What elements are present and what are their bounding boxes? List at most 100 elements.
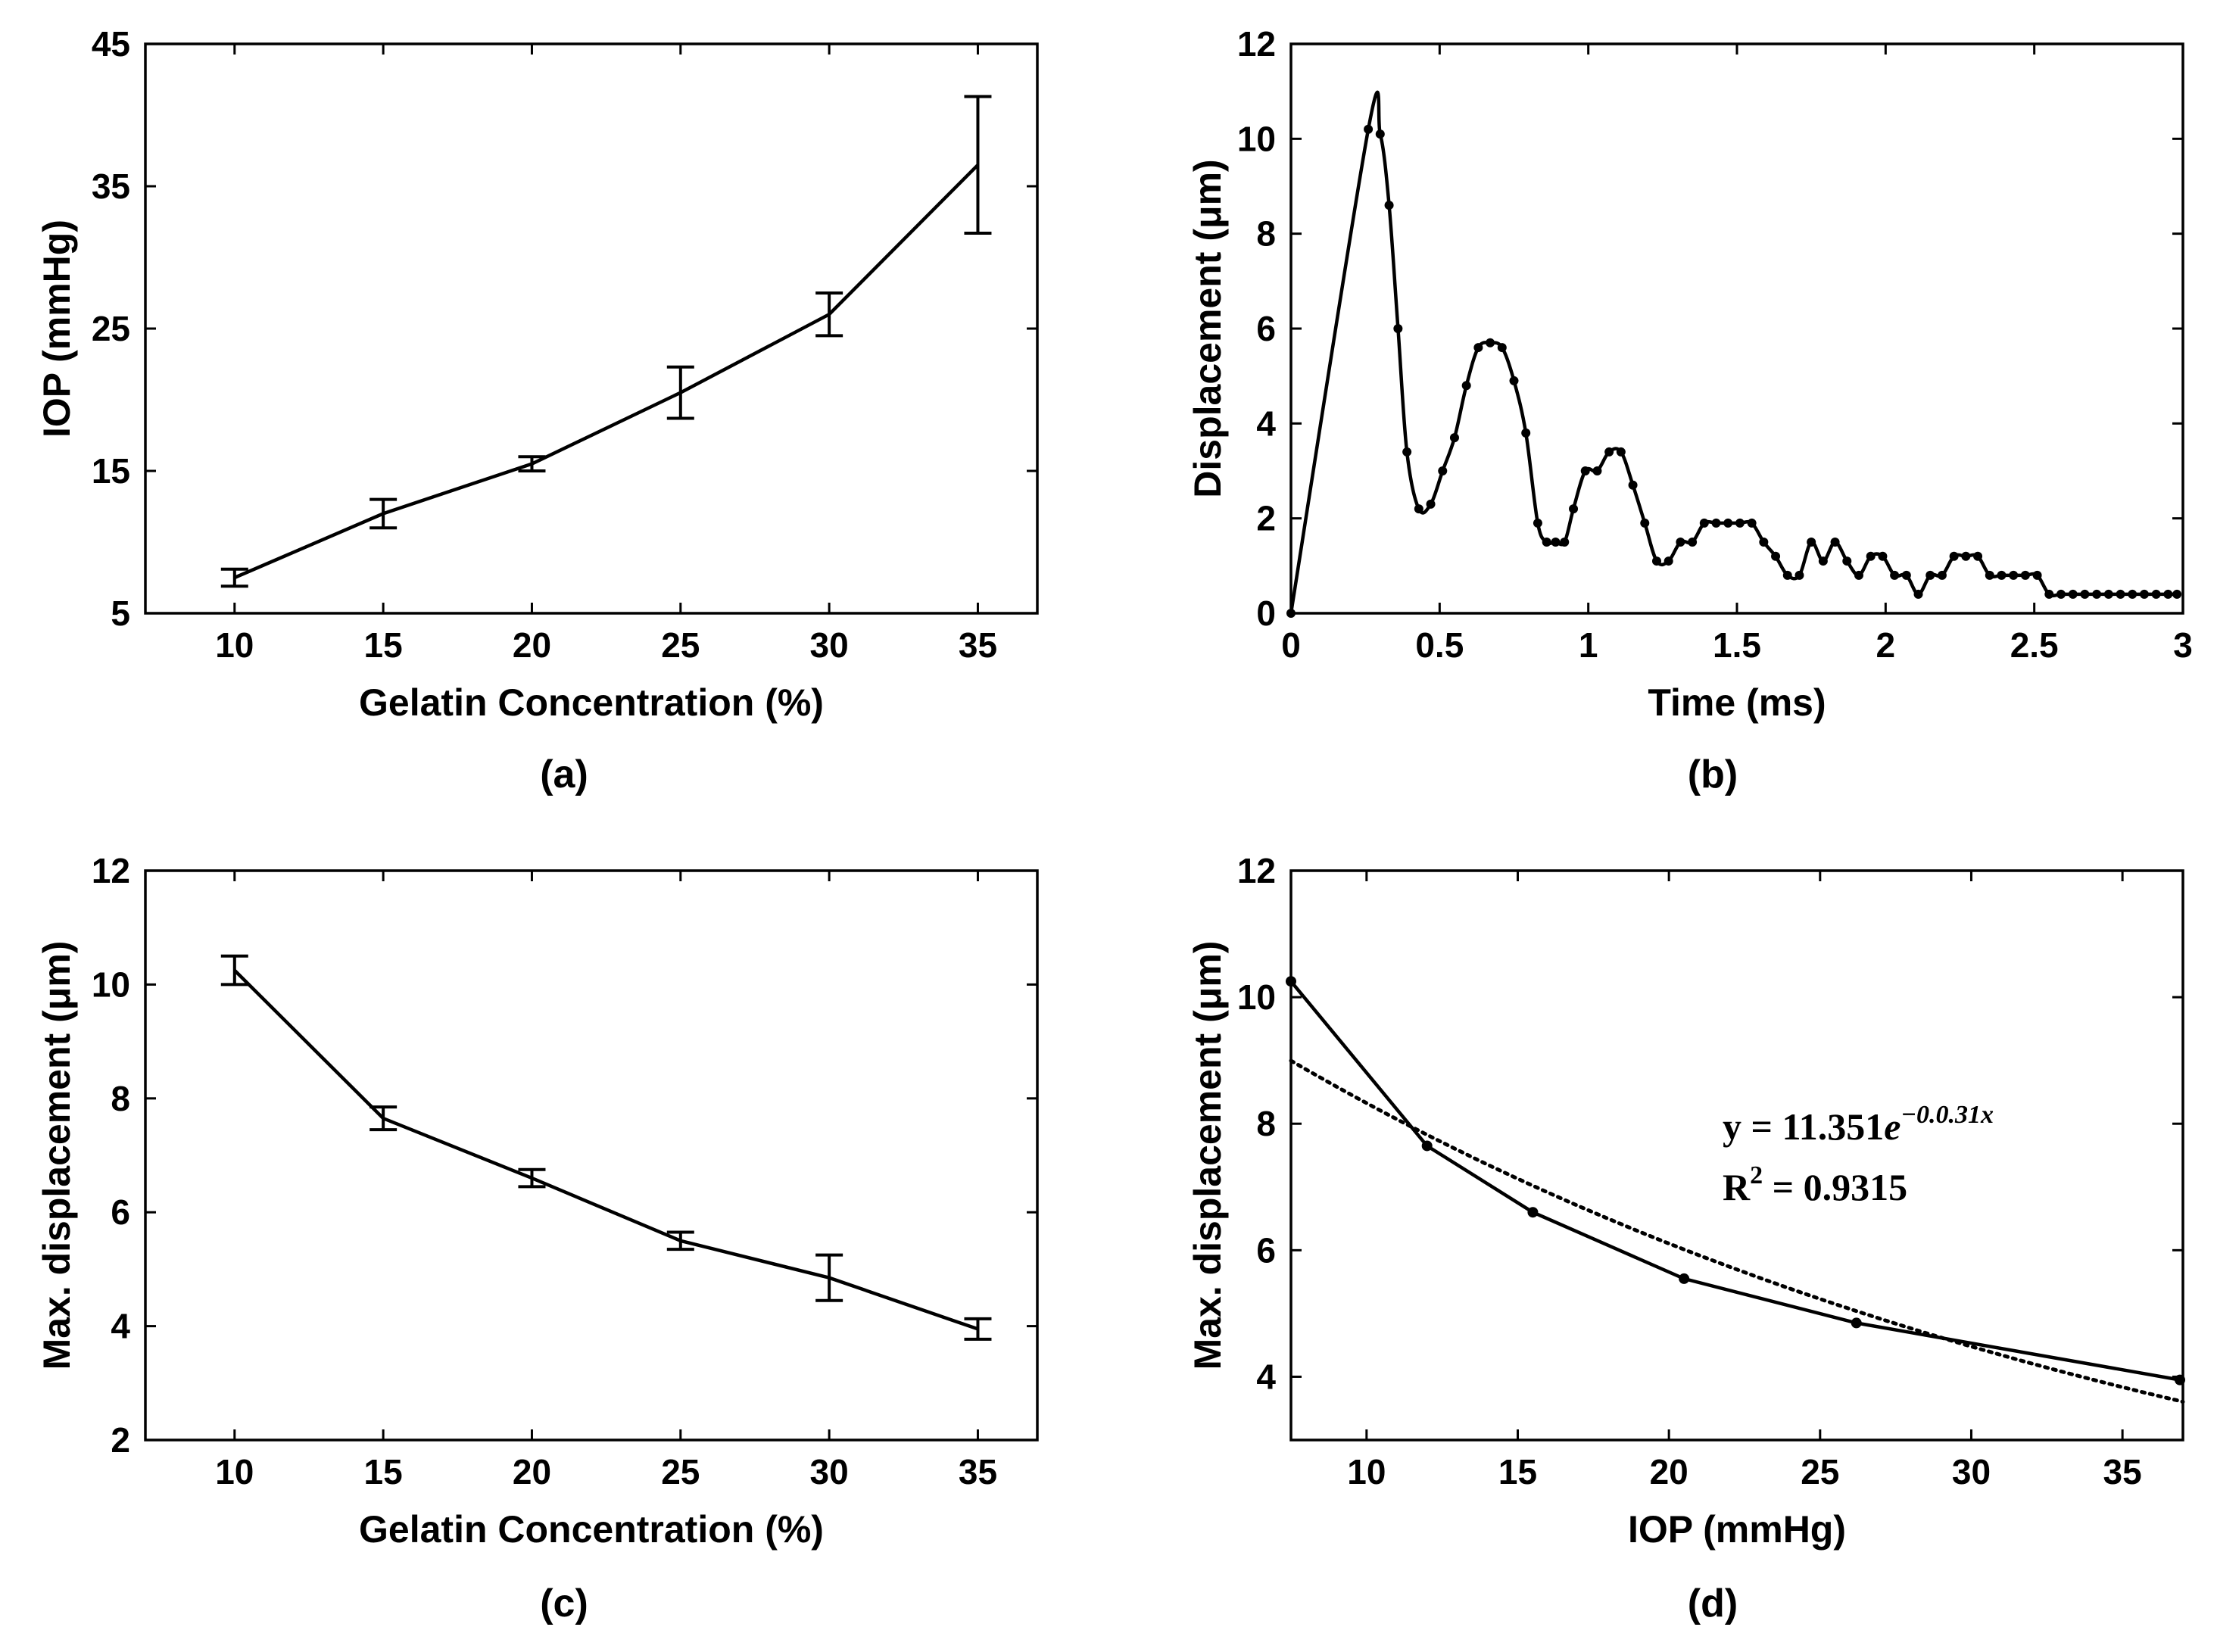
y-tick-label: 10: [1237, 977, 1276, 1017]
x-tick-label: 2: [1876, 625, 1896, 665]
x-tick-label: 25: [1801, 1452, 1839, 1491]
y-axis-label: Max. displacement (μm): [36, 941, 78, 1370]
data-point: [1521, 428, 1531, 438]
series-line: [1289, 90, 2178, 614]
data-marks: [1286, 90, 2182, 618]
panel-b: 0 0.5 1 1.5 2 2.5 3 0 2 4 6 8 10 12 Time (ms) Displac…: [1186, 24, 2193, 796]
x-tick-label: 10: [1347, 1452, 1386, 1491]
data-point: [1890, 570, 1900, 580]
data-point: [2056, 589, 2066, 599]
data-point: [2032, 570, 2042, 580]
x-tick-label: 15: [364, 1452, 403, 1491]
y-tick-label: 35: [92, 167, 130, 206]
data-point: [1286, 976, 1296, 987]
r2-prefix: R: [1723, 1166, 1751, 1208]
y-tick-label: 12: [1237, 24, 1276, 64]
data-point: [2151, 589, 2161, 599]
data-point: [1497, 343, 1507, 353]
equation-exponent: −0.0.31x: [1901, 1101, 1994, 1129]
series-line: [233, 969, 979, 1331]
panel-a: 10 15 20 25 30 35 5 15 25 35 45 Gelatin Concentrat…: [36, 24, 1039, 796]
y-axis-label: Displacement (μm): [1186, 159, 1229, 497]
plot-frame: [1289, 869, 2184, 1442]
data-point: [2068, 589, 2078, 599]
y-tick-label: 10: [1237, 119, 1276, 158]
axis-ticks: 10 15 20 25 30 35 4 6 8 10 12: [1237, 851, 2183, 1491]
data-point: [1393, 324, 1403, 333]
y-tick-label: 5: [111, 594, 130, 633]
data-point: [1771, 551, 1781, 561]
data-point: [2009, 570, 2019, 580]
y-tick-label: 6: [1256, 309, 1276, 348]
data-point: [1711, 518, 1721, 528]
data-point: [1542, 538, 1551, 547]
data-point: [1569, 504, 1579, 514]
x-tick-label: 1: [1579, 625, 1598, 665]
data-point: [1878, 551, 1888, 561]
y-tick-label: 8: [111, 1079, 130, 1118]
data-point: [1925, 570, 1935, 580]
plot-frame: [144, 42, 1039, 615]
y-tick-label: 15: [92, 451, 130, 491]
x-tick-label: 20: [1650, 1452, 1688, 1491]
data-point: [1402, 447, 1412, 457]
x-tick-label: 2.5: [2010, 625, 2059, 665]
panel-label: (a): [540, 753, 588, 796]
y-tick-label: 4: [1256, 1357, 1276, 1396]
data-point: [1818, 556, 1828, 566]
data-point: [1973, 551, 1983, 561]
data-point: [1699, 518, 1709, 528]
y-tick-label: 6: [111, 1192, 130, 1232]
fit-equation: y = 11.351e−0.0.31x: [1723, 1101, 1994, 1148]
x-tick-label: 10: [215, 625, 254, 665]
data-point: [1533, 518, 1542, 528]
x-tick-label: 3: [2173, 625, 2193, 665]
data-point: [2172, 589, 2182, 599]
data-point: [1426, 499, 1436, 509]
y-tick-label: 0: [1256, 594, 1276, 633]
x-tick-label: 30: [1952, 1452, 1991, 1491]
data-point: [2080, 589, 2090, 599]
data-point: [1527, 1207, 1539, 1218]
y-tick-label: 8: [1256, 214, 1276, 254]
data-point: [1961, 551, 1971, 561]
data-point: [1375, 129, 1385, 139]
series-line: [233, 164, 980, 580]
data-point: [1901, 570, 1911, 580]
data-point: [1854, 570, 1863, 580]
x-tick-label: 0.5: [1415, 625, 1464, 665]
data-point: [1461, 381, 1471, 391]
x-tick-label: 25: [661, 1452, 700, 1491]
data-point: [1551, 538, 1561, 547]
fit-curve: [1289, 1058, 2185, 1404]
panel-label: (b): [1688, 753, 1738, 796]
x-tick-label: 35: [959, 1452, 997, 1491]
data-point: [1679, 1273, 1690, 1284]
data-point: [1949, 551, 1959, 561]
data-point: [1414, 504, 1423, 514]
y-tick-label: 25: [92, 309, 130, 348]
data-point: [1438, 466, 1448, 475]
data-point: [1688, 538, 1698, 547]
data-point: [1842, 556, 1852, 566]
data-point: [1616, 447, 1626, 457]
x-tick-label: 35: [2103, 1452, 2142, 1491]
data-point: [2139, 589, 2149, 599]
data-marks: [220, 954, 992, 1341]
x-tick-label: 25: [661, 625, 700, 665]
data-point: [1640, 518, 1650, 528]
panel-label: (c): [540, 1582, 588, 1626]
data-point: [1782, 570, 1792, 580]
x-tick-label: 0: [1281, 625, 1301, 665]
data-point: [1486, 338, 1495, 348]
data-marks: [1286, 976, 2186, 1404]
data-point: [2128, 589, 2137, 599]
r2-value: = 0.9315: [1763, 1166, 1907, 1208]
r2-superscript: 2: [1750, 1161, 1763, 1189]
equation-prefix: y = 11.351: [1723, 1105, 1884, 1148]
data-point: [1937, 570, 1947, 580]
y-tick-label: 12: [1237, 851, 1276, 890]
x-tick-label: 30: [810, 625, 849, 665]
equation-e: e: [1884, 1105, 1901, 1148]
